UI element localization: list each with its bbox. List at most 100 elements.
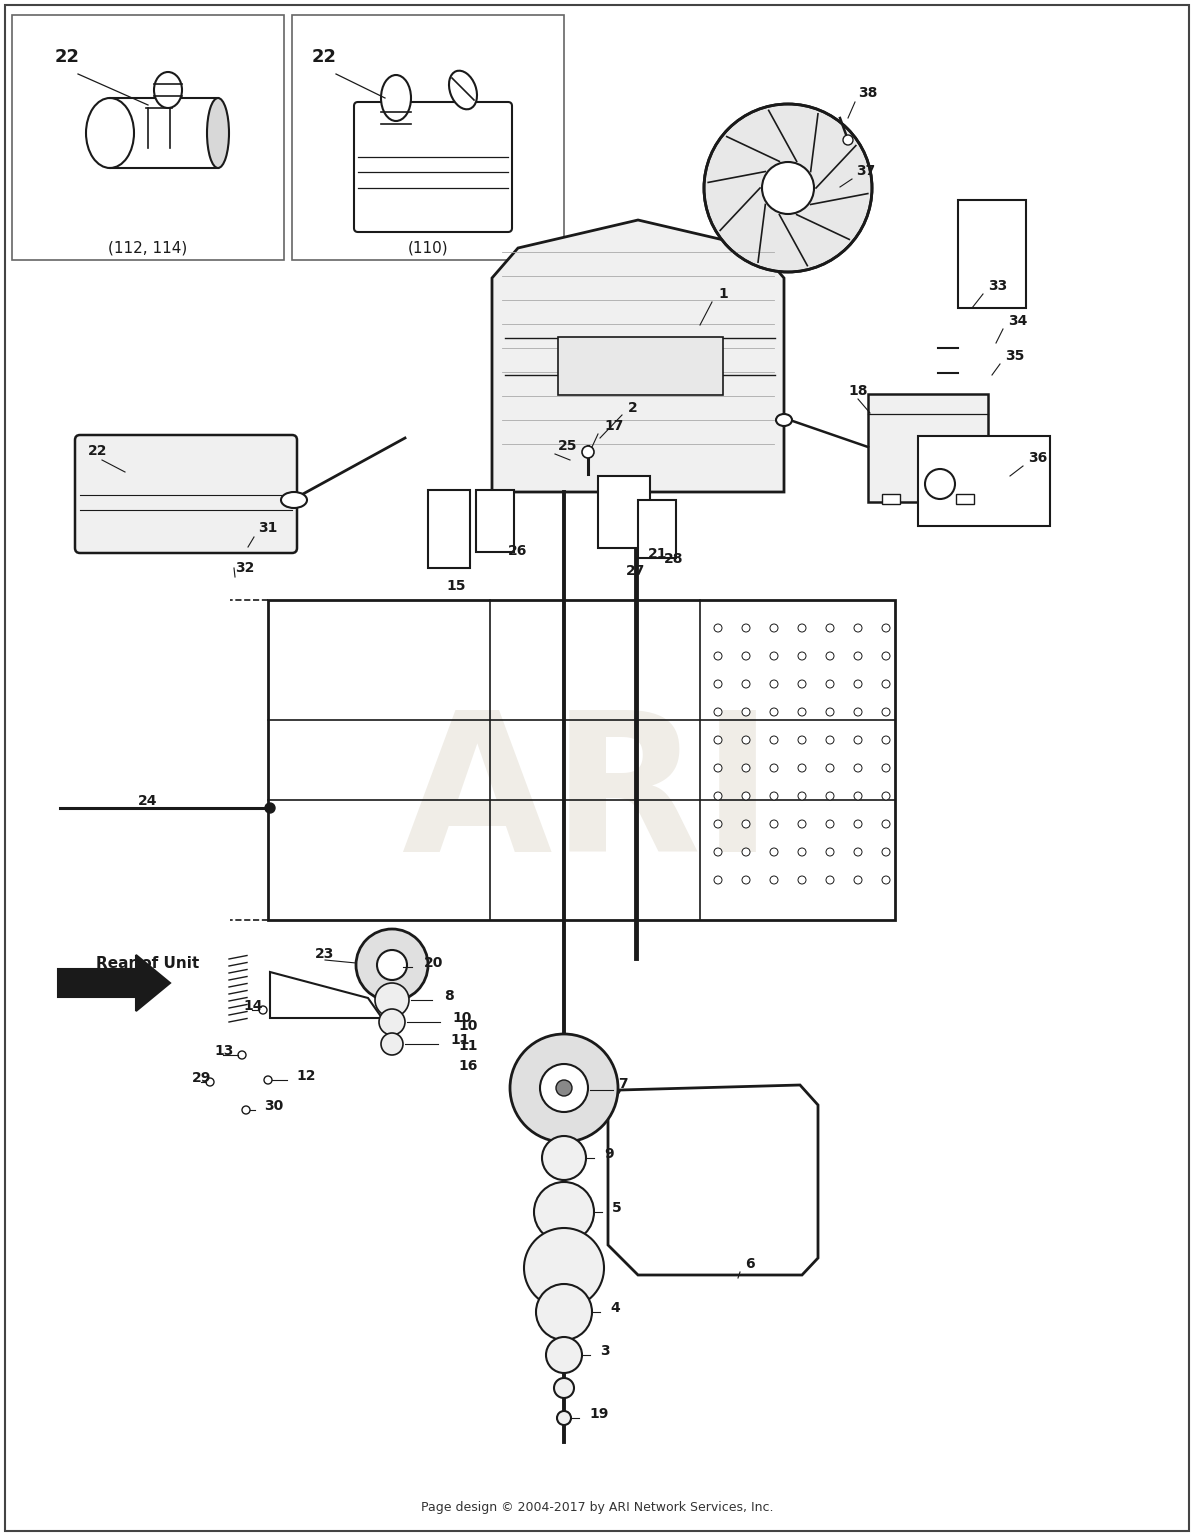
Text: 9: 9 [604,1147,614,1161]
Text: 32: 32 [235,561,254,574]
Circle shape [378,1009,405,1035]
Circle shape [854,680,862,688]
Circle shape [826,793,833,800]
Text: 21: 21 [648,547,667,561]
Bar [476,490,513,551]
Circle shape [798,680,806,688]
Text: 22: 22 [88,444,107,458]
Circle shape [770,848,778,856]
Bar [958,200,1026,309]
Bar [868,395,987,502]
Circle shape [798,793,806,800]
Circle shape [741,624,750,631]
Text: 26: 26 [507,544,528,558]
Circle shape [741,848,750,856]
FancyBboxPatch shape [353,101,512,232]
Circle shape [554,1378,574,1398]
Circle shape [524,1227,604,1309]
Circle shape [741,876,750,885]
Text: 8: 8 [444,989,454,1003]
Bar [12,15,284,260]
Circle shape [826,763,833,773]
Circle shape [798,848,806,856]
Circle shape [826,708,833,716]
Text: 27: 27 [626,564,646,578]
Circle shape [770,680,778,688]
Bar [110,98,219,167]
Circle shape [798,763,806,773]
Circle shape [356,929,427,1001]
Bar [598,476,650,548]
Text: 4: 4 [610,1301,620,1315]
Ellipse shape [449,71,476,109]
Circle shape [714,651,722,660]
Ellipse shape [207,98,229,167]
Text: 10: 10 [458,1018,478,1034]
Ellipse shape [86,98,134,167]
Circle shape [540,1064,587,1112]
Circle shape [741,651,750,660]
Circle shape [882,848,890,856]
Circle shape [714,793,722,800]
Circle shape [854,651,862,660]
Text: 34: 34 [1008,313,1027,329]
Circle shape [854,763,862,773]
Circle shape [798,736,806,743]
Text: 37: 37 [856,164,875,178]
Circle shape [259,1006,267,1014]
Text: 3: 3 [601,1344,610,1358]
FancyBboxPatch shape [75,435,297,553]
Circle shape [826,624,833,631]
Circle shape [536,1284,592,1339]
Bar [558,336,724,395]
Text: 11: 11 [450,1034,469,1048]
Text: 33: 33 [987,280,1008,293]
Circle shape [741,793,750,800]
Ellipse shape [281,492,307,508]
Text: Page design © 2004-2017 by ARI Network Services, Inc.: Page design © 2004-2017 by ARI Network S… [420,1501,774,1514]
Circle shape [714,736,722,743]
Circle shape [762,161,814,214]
Circle shape [882,680,890,688]
Circle shape [714,624,722,631]
Text: 22: 22 [312,48,337,66]
Circle shape [826,651,833,660]
Circle shape [882,793,890,800]
Circle shape [882,876,890,885]
Text: 2: 2 [628,401,638,415]
Circle shape [546,1336,581,1373]
Circle shape [854,848,862,856]
Circle shape [264,1077,272,1084]
Circle shape [242,1106,250,1114]
Circle shape [854,793,862,800]
Text: 22: 22 [55,48,80,66]
Circle shape [826,736,833,743]
Text: (112, 114): (112, 114) [109,241,187,255]
Circle shape [381,1034,404,1055]
Text: 18: 18 [848,384,868,398]
Circle shape [770,876,778,885]
Text: 6: 6 [745,1256,755,1270]
Ellipse shape [776,415,792,425]
Text: 31: 31 [258,521,277,535]
Circle shape [714,820,722,828]
Circle shape [704,104,872,272]
Circle shape [265,803,275,813]
Text: 29: 29 [192,1071,211,1084]
Text: Rear of Unit: Rear of Unit [96,957,199,971]
Circle shape [770,763,778,773]
Text: 1: 1 [718,287,728,301]
Circle shape [377,949,407,980]
Circle shape [826,820,833,828]
Bar [956,495,974,504]
Circle shape [882,651,890,660]
Circle shape [375,983,410,1017]
Circle shape [714,708,722,716]
Circle shape [534,1183,593,1243]
Text: (110): (110) [407,241,448,255]
Text: 35: 35 [1005,349,1024,362]
Circle shape [770,820,778,828]
Polygon shape [59,955,170,1011]
Circle shape [854,876,862,885]
Circle shape [798,876,806,885]
